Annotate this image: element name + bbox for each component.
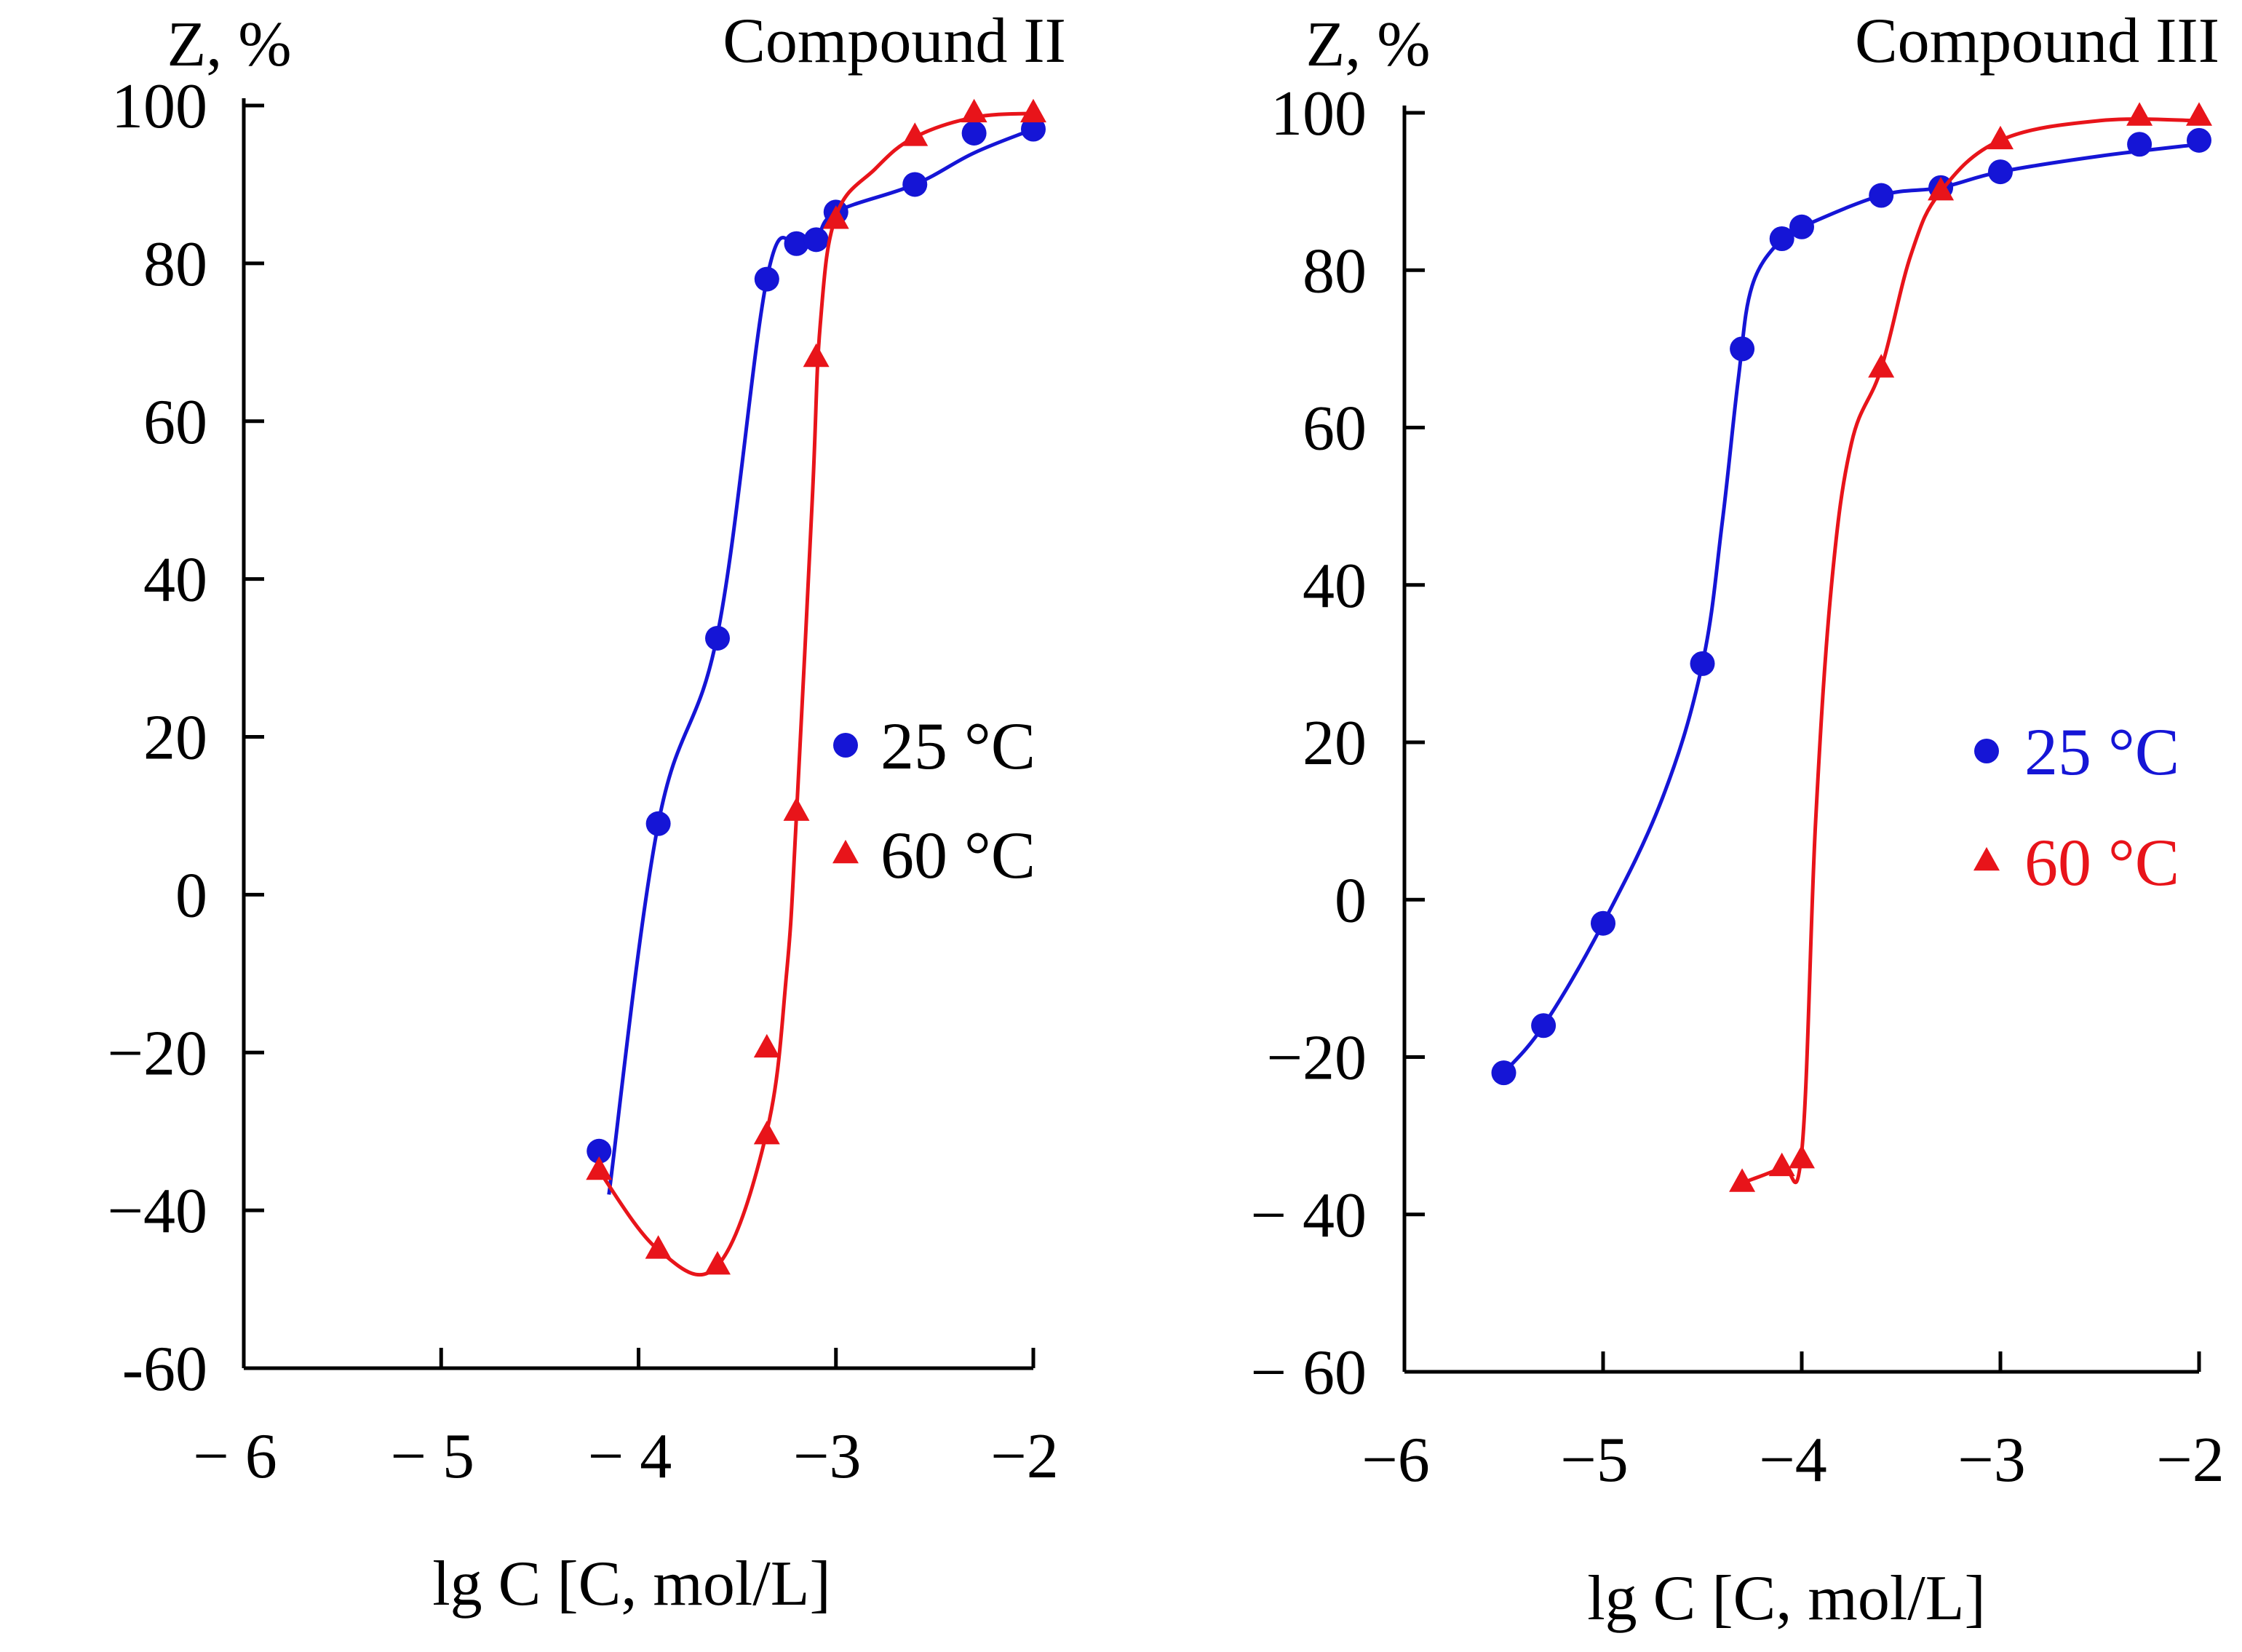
data-point-triangle <box>704 1250 731 1275</box>
chart-panel-1: 100 80 60 40 20 0 −20 −40 -60 − 6 − 5 − 4 −3 −2 Compou… <box>107 6 1066 1619</box>
y-tick-label: -60 <box>122 1334 207 1405</box>
data-point-triangle <box>1789 1144 1815 1169</box>
data-point-triangle <box>803 343 830 368</box>
legend-marker-triangle <box>832 839 859 864</box>
data-point-circle <box>1769 226 1794 251</box>
x-axis-label: lg C [C, mol/L] <box>1587 1563 1986 1634</box>
x-tick-label: −6 <box>1362 1425 1430 1496</box>
y-axis-label: Z, % <box>167 9 291 80</box>
chart-title: Compound II <box>723 6 1066 76</box>
y-tick-label: 20 <box>143 703 207 774</box>
y-tick-label: −20 <box>107 1018 207 1089</box>
data-point-circle <box>803 227 829 253</box>
series-line-1 <box>607 127 1034 1195</box>
y-tick-label: 80 <box>1303 236 1367 306</box>
data-point-circle <box>902 172 928 197</box>
data-point-circle <box>961 120 987 146</box>
data-point-triangle <box>645 1235 672 1259</box>
y-tick-label: 0 <box>175 860 207 931</box>
y-tick-label: 100 <box>111 71 207 142</box>
y-tick-label: 40 <box>1303 551 1367 622</box>
x-tick-label: −4 <box>1759 1425 1827 1496</box>
data-point-triangle <box>1868 354 1895 378</box>
data-point-circle <box>587 1138 612 1164</box>
data-point-triangle <box>1729 1168 1756 1192</box>
x-tick-label: −3 <box>793 1421 862 1492</box>
data-point-triangle <box>2126 102 2153 126</box>
data-point-circle <box>1789 214 1814 239</box>
chart-title: Compound III <box>1855 6 2219 76</box>
y-tick-label: 0 <box>1335 865 1367 936</box>
data-point-circle <box>754 266 779 292</box>
data-point-triangle <box>902 122 929 146</box>
y-tick-label: −20 <box>1266 1023 1367 1094</box>
data-point-circle <box>705 625 730 651</box>
legend-marker-triangle <box>1973 846 2000 871</box>
data-point-circle <box>1869 183 1894 208</box>
data-point-triangle <box>2186 102 2212 126</box>
data-point-circle <box>1591 910 1615 936</box>
y-tick-label: 20 <box>1303 708 1367 779</box>
y-tick-label: 60 <box>143 387 207 458</box>
legend-marker-circle <box>833 733 858 758</box>
data-point-triangle <box>822 205 849 229</box>
data-point-circle <box>784 231 809 256</box>
y-tick-label: − 40 <box>1250 1180 1367 1251</box>
data-point-triangle <box>783 797 810 821</box>
y-tick-label: 60 <box>1303 394 1367 464</box>
legend-label: 60 °C <box>2024 825 2179 900</box>
legend-label: 25 °C <box>880 709 1035 783</box>
x-tick-label: −5 <box>1560 1425 1629 1496</box>
legend-label: 60 °C <box>880 818 1035 892</box>
y-tick-label: 40 <box>143 545 207 616</box>
data-point-circle <box>1730 336 1755 362</box>
data-point-triangle <box>753 1121 780 1145</box>
data-point-triangle <box>1928 177 1955 201</box>
data-point-circle <box>2127 132 2152 157</box>
data-point-circle <box>1988 159 2013 185</box>
data-point-triangle <box>586 1156 613 1180</box>
series-line-2 <box>1741 117 2200 1185</box>
y-axis-label: Z, % <box>1305 9 1430 80</box>
x-tick-label: − 4 <box>588 1421 672 1492</box>
y-tick-label: 100 <box>1271 79 1367 149</box>
data-point-circle <box>1531 1013 1557 1039</box>
y-tick-label: −40 <box>107 1176 207 1247</box>
x-tick-label: −2 <box>990 1421 1059 1492</box>
chart-panel-2: 100 80 60 40 20 0 −20 − 40 − 60 −6 −5 −4 −3 −2 Compoun… <box>1250 6 2224 1634</box>
data-point-circle <box>2187 127 2211 153</box>
data-point-circle <box>1021 116 1046 142</box>
data-point-circle <box>1690 651 1715 676</box>
data-point-triangle <box>1987 125 2014 150</box>
data-point-triangle <box>961 98 987 123</box>
data-point-circle <box>1491 1060 1516 1086</box>
x-tick-label: − 5 <box>390 1421 474 1492</box>
x-tick-label: −3 <box>1957 1425 2026 1496</box>
legend-marker-circle <box>1974 739 1999 763</box>
y-tick-label: 80 <box>143 229 207 300</box>
data-point-circle <box>645 811 671 836</box>
y-tick-label: − 60 <box>1250 1338 1367 1408</box>
x-tick-label: −2 <box>2156 1425 2225 1496</box>
x-axis-label: lg C [C, mol/L] <box>432 1549 831 1619</box>
data-point-triangle <box>753 1033 780 1058</box>
legend-label: 25 °C <box>2024 715 2179 789</box>
data-point-triangle <box>1020 98 1046 123</box>
series-line-2 <box>597 111 1034 1277</box>
x-tick-label: − 6 <box>193 1421 277 1492</box>
data-point-triangle <box>1768 1152 1795 1177</box>
